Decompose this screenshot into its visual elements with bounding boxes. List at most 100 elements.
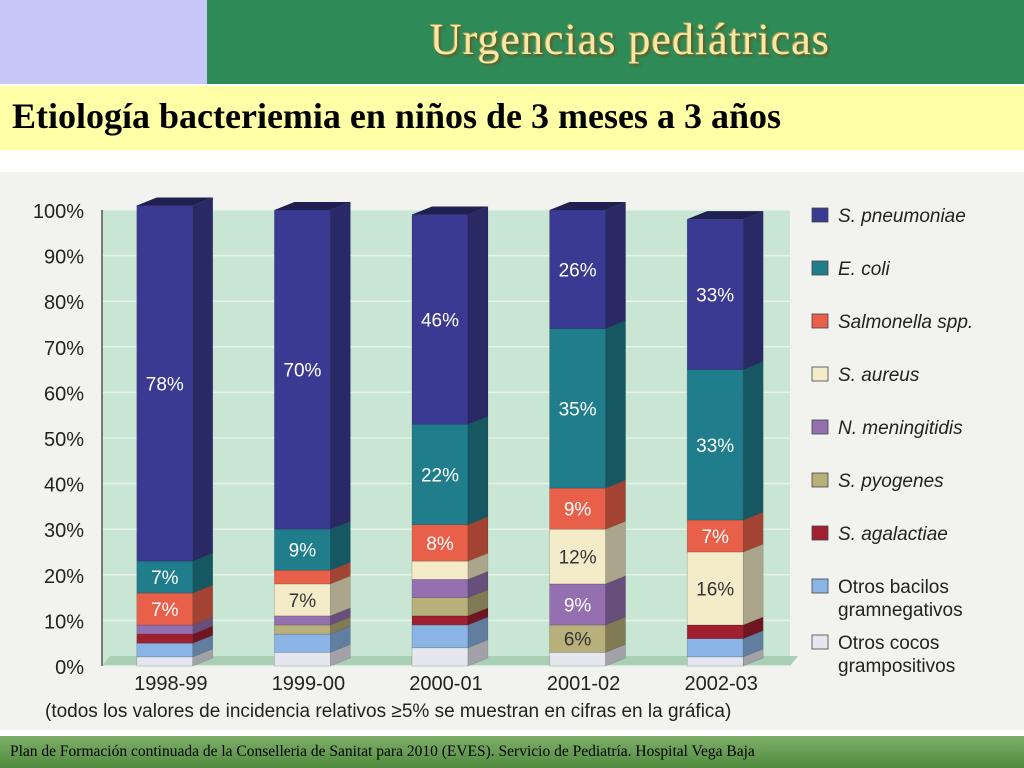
bar-segment bbox=[411, 560, 469, 580]
legend-label: Otros cocos bbox=[838, 633, 939, 654]
footer-text: Plan de Formación continuada de la Conse… bbox=[10, 743, 755, 760]
legend-swatch bbox=[811, 472, 829, 488]
legend-label: S. pyogenes bbox=[838, 471, 944, 492]
data-label: 16% bbox=[696, 579, 734, 600]
data-label: 35% bbox=[559, 399, 597, 420]
legend-label: S. agalactiae bbox=[838, 524, 948, 545]
bar-segment bbox=[274, 209, 331, 530]
data-label: 6% bbox=[564, 630, 592, 651]
bar-segment-side bbox=[605, 575, 626, 626]
bar-segment-side bbox=[742, 210, 764, 370]
bar-segment bbox=[686, 638, 744, 658]
bar-segment-side bbox=[605, 320, 626, 489]
data-label: 22% bbox=[421, 465, 459, 486]
y-tick-label: 0% bbox=[55, 657, 84, 679]
bar-segment bbox=[411, 624, 469, 649]
y-tick-label: 50% bbox=[44, 429, 84, 451]
bar-segment bbox=[136, 656, 194, 667]
bar-segment bbox=[411, 424, 469, 525]
y-tick-label: 60% bbox=[44, 383, 84, 405]
x-tick-label: 1998-99 bbox=[134, 673, 207, 695]
bar-segment bbox=[411, 524, 469, 562]
bar-segment-side bbox=[605, 479, 626, 530]
bar-segment bbox=[549, 528, 606, 585]
legend-swatch bbox=[811, 260, 829, 276]
legend-label: grampositivos bbox=[838, 656, 955, 677]
bar-segment bbox=[549, 652, 606, 667]
y-tick-label: 30% bbox=[44, 520, 84, 542]
bar-segment bbox=[411, 597, 469, 617]
bar-segment bbox=[136, 592, 194, 626]
bar-segment bbox=[136, 633, 194, 644]
bar-segment bbox=[686, 551, 744, 626]
bar-segment bbox=[686, 218, 744, 370]
bar-segment bbox=[411, 579, 469, 598]
slide-subtitle: Etiología bacteriemia en niños de 3 mese… bbox=[12, 96, 781, 136]
data-label: 78% bbox=[146, 374, 184, 395]
bar-segment bbox=[274, 624, 331, 635]
legend-swatch bbox=[811, 366, 829, 382]
data-label: 7% bbox=[701, 527, 729, 548]
bar-segment-side bbox=[467, 206, 489, 425]
stacked-bar-chart: 0% 10% 20% 30% 40% 50% 60% 70% 80% 90% 100% 7% 7% 78%… bbox=[33, 197, 973, 722]
x-tick-label: 2000-01 bbox=[409, 673, 482, 695]
bar-segment bbox=[549, 209, 606, 329]
legend-label: E. coli bbox=[838, 259, 891, 280]
header-bar bbox=[207, 0, 1024, 84]
legend-swatch bbox=[811, 525, 829, 541]
legend-label: Salmonella spp. bbox=[838, 312, 973, 333]
data-label: 7% bbox=[151, 600, 179, 621]
bar-segment bbox=[274, 633, 331, 653]
y-tick-label: 10% bbox=[44, 611, 84, 633]
bar-segment bbox=[274, 583, 331, 617]
bar-segment-side bbox=[605, 201, 626, 329]
bar-segment-side bbox=[605, 520, 626, 585]
bar-segment bbox=[549, 583, 606, 626]
subtitle-band bbox=[0, 86, 1024, 150]
bar-segment-side bbox=[742, 361, 764, 521]
bar-segment bbox=[136, 642, 194, 658]
y-tick-label: 40% bbox=[44, 475, 84, 497]
y-tick-label: 100% bbox=[33, 201, 84, 223]
bar-segment bbox=[136, 560, 194, 594]
header-accent-block bbox=[0, 0, 207, 84]
legend-swatch bbox=[811, 207, 829, 223]
legend-label: Otros bacilos bbox=[838, 577, 949, 598]
data-label: 12% bbox=[559, 548, 597, 569]
data-label: 8% bbox=[426, 534, 454, 555]
data-label: 70% bbox=[283, 361, 321, 382]
bar-segment bbox=[686, 369, 744, 521]
bar-segment bbox=[411, 214, 469, 425]
data-label: 33% bbox=[696, 285, 734, 306]
bar-segment bbox=[549, 328, 606, 489]
bar-top bbox=[687, 211, 764, 220]
legend-swatch bbox=[811, 419, 829, 435]
legend-label: S. pneumoniae bbox=[838, 206, 966, 227]
legend-label: N. meningitidis bbox=[838, 418, 963, 439]
chart-figure: 0% 10% 20% 30% 40% 50% 60% 70% 80% 90% 100% 7% 7% 78%… bbox=[0, 172, 1024, 730]
bar-top bbox=[274, 202, 351, 210]
bar-top bbox=[136, 197, 213, 206]
data-label: 9% bbox=[289, 541, 317, 562]
legend-label: S. aureus bbox=[838, 365, 920, 386]
bar-segment bbox=[686, 656, 744, 667]
bar-segment bbox=[274, 615, 331, 626]
bar-segment-side bbox=[192, 197, 214, 562]
y-tick-label: 80% bbox=[44, 292, 84, 314]
bar-segment bbox=[274, 652, 331, 667]
bar-segment bbox=[274, 528, 331, 571]
legend-swatch bbox=[811, 313, 829, 329]
x-tick-label: 2001-02 bbox=[547, 673, 620, 695]
data-label: 7% bbox=[151, 568, 179, 589]
legend-swatch bbox=[811, 578, 829, 594]
bar-segment bbox=[136, 205, 194, 562]
y-tick-label: 70% bbox=[44, 338, 84, 360]
data-label: 33% bbox=[696, 436, 734, 457]
bar-top bbox=[412, 206, 488, 215]
slide-title: Urgencias pediátricas bbox=[429, 15, 831, 64]
x-tick-label: 1999-00 bbox=[272, 673, 345, 695]
data-label: 7% bbox=[289, 591, 317, 612]
data-label: 46% bbox=[421, 310, 459, 331]
bar-segment bbox=[136, 624, 194, 635]
chart-note: (todos los valores de incidencia relativ… bbox=[45, 701, 731, 722]
